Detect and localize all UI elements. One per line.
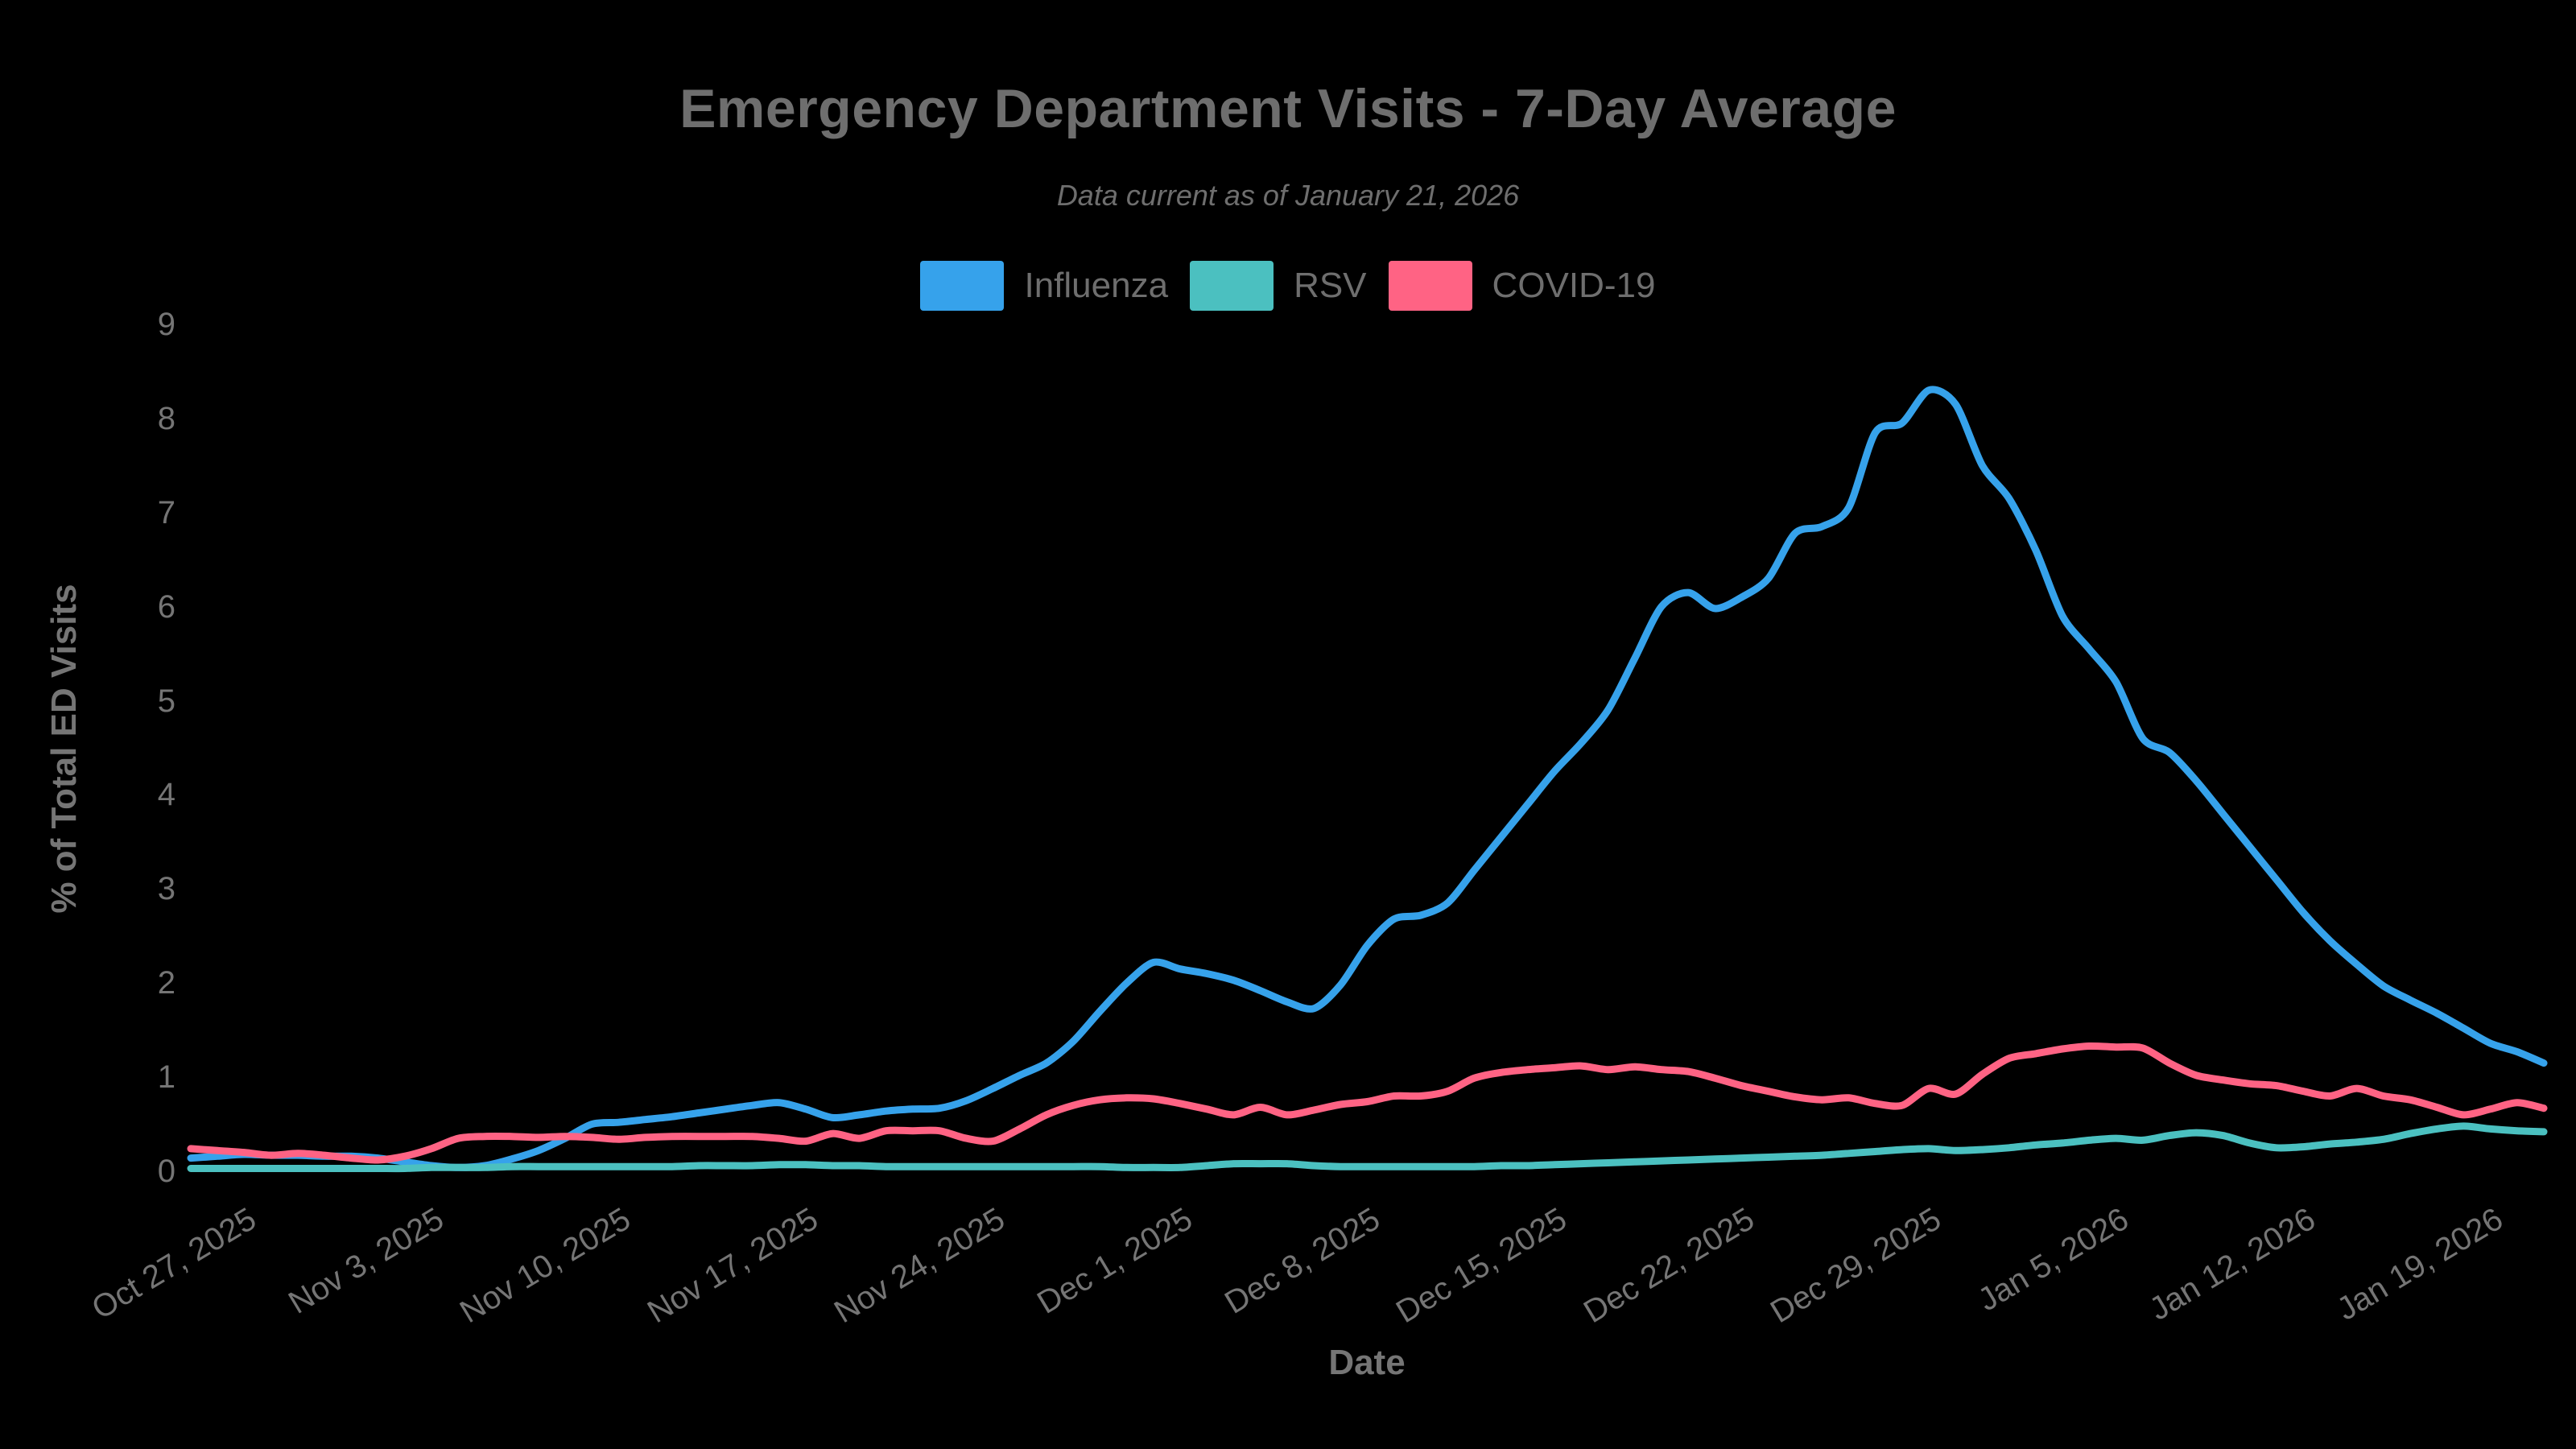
series-line-rsv [187, 1122, 2548, 1173]
chart-title: Emergency Department Visits - 7-Day Aver… [679, 78, 1897, 139]
legend-label-covid: COVID-19 [1492, 266, 1656, 305]
y-tick-label-9: 9 [157, 306, 175, 342]
legend-item-influenza[interactable]: Influenza [920, 261, 1168, 311]
influenza-swatch-icon [920, 261, 1005, 311]
y-tick-label-1: 1 [157, 1059, 175, 1096]
y-tick-label-2: 2 [157, 965, 175, 1001]
y-tick-label-5: 5 [157, 683, 175, 719]
chart-subtitle: Data current as of January 21, 2026 [1056, 179, 1520, 212]
y-tick-label-8: 8 [157, 400, 175, 436]
covid-swatch-icon [1388, 261, 1472, 311]
rsv-swatch-icon [1190, 261, 1274, 311]
x-axis-title: Date [1328, 1343, 1406, 1382]
y-tick-label-7: 7 [157, 494, 175, 530]
legend-item-covid[interactable]: COVID-19 [1388, 261, 1656, 311]
legend-label-influenza: Influenza [1024, 266, 1169, 305]
legend-label-rsv: RSV [1294, 266, 1367, 305]
y-tick-label-6: 6 [157, 588, 175, 625]
y-tick-label-4: 4 [157, 777, 175, 813]
y-tick-label-0: 0 [157, 1154, 175, 1189]
series-line-covid-19 [187, 1042, 2548, 1164]
legend-item-rsv[interactable]: RSV [1190, 261, 1367, 311]
series-line-influenza [187, 386, 2548, 1171]
y-tick-label-3: 3 [157, 871, 175, 907]
legend: Influenza RSV COVID-19 [0, 261, 2576, 311]
